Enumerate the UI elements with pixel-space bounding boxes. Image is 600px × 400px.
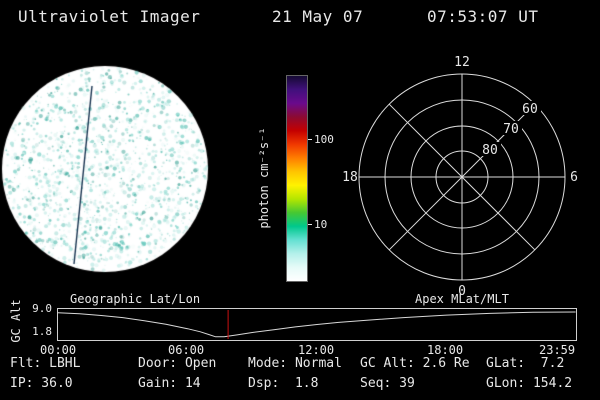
altitude-curve bbox=[57, 311, 576, 338]
status-seq: Seq: 39 bbox=[360, 376, 415, 391]
label-backing bbox=[520, 101, 541, 115]
strip-xtick-2359: 23:59 bbox=[539, 343, 576, 357]
mlt-label-12: 12 bbox=[454, 55, 470, 70]
tick-mark bbox=[308, 139, 312, 140]
status-glon: GLon: 154.2 bbox=[486, 376, 573, 391]
colorbar-tick-label: 10 bbox=[314, 218, 328, 231]
strip-xtick-1200: 12:00 bbox=[298, 343, 335, 357]
strip-title-geographic: Geographic Lat/Lon bbox=[70, 292, 201, 306]
label-backing bbox=[480, 142, 501, 156]
status-mode: Mode: Normal bbox=[248, 356, 342, 371]
colorbar: 100 10 bbox=[286, 75, 334, 282]
status-door: Door: Open bbox=[138, 356, 217, 371]
header-date: 21 May 07 bbox=[272, 7, 364, 26]
mlt-label-6: 6 bbox=[570, 170, 578, 185]
colorbar-gradient bbox=[286, 75, 308, 282]
mlat-label-70: 70 bbox=[503, 122, 519, 137]
status-gcalt: GC Alt: 2.6 Re bbox=[360, 356, 470, 371]
mlt-label-0: 0 bbox=[458, 284, 466, 299]
strip-xtick-1800: 18:00 bbox=[427, 343, 464, 357]
status-ip: IP: 36.0 bbox=[10, 376, 73, 391]
uv-image-disk bbox=[0, 64, 210, 274]
strip-chart bbox=[57, 308, 577, 341]
strip-title-apex: Apex MLat/MLT bbox=[415, 292, 509, 306]
header-time: 07:53:07 UT bbox=[427, 7, 539, 26]
polar-grid: 12 0 18 6 60 70 80 bbox=[342, 55, 578, 299]
colorbar-tick-label: 100 bbox=[314, 133, 334, 146]
colorbar-units-label: photon cm⁻²s⁻¹ bbox=[257, 127, 271, 229]
status-dsp: Dsp: 1.8 bbox=[248, 376, 319, 391]
header-title: Ultraviolet Imager bbox=[18, 7, 201, 26]
label-backing bbox=[501, 121, 522, 135]
strip-xtick-0000: 00:00 bbox=[40, 343, 77, 357]
status-flt: Flt: LBHL bbox=[10, 356, 81, 371]
colorbar-tick-100: 100 bbox=[308, 133, 334, 146]
mlat-label-80: 80 bbox=[482, 143, 498, 158]
strip-xtick-0600: 06:00 bbox=[168, 343, 205, 357]
mlat-label-60: 60 bbox=[522, 102, 538, 117]
status-gain: Gain: 14 bbox=[138, 376, 201, 391]
strip-ytick-bottom: 1.8 bbox=[32, 325, 52, 338]
mlt-label-18: 18 bbox=[342, 170, 358, 185]
strip-ylabel: GC Alt bbox=[9, 299, 23, 343]
tick-mark bbox=[308, 224, 312, 225]
strip-ytick-top: 9.0 bbox=[32, 302, 52, 315]
colorbar-tick-10: 10 bbox=[308, 218, 327, 231]
strip-chart-plot bbox=[57, 310, 576, 339]
status-glat: GLat: 7.2 bbox=[486, 356, 565, 371]
